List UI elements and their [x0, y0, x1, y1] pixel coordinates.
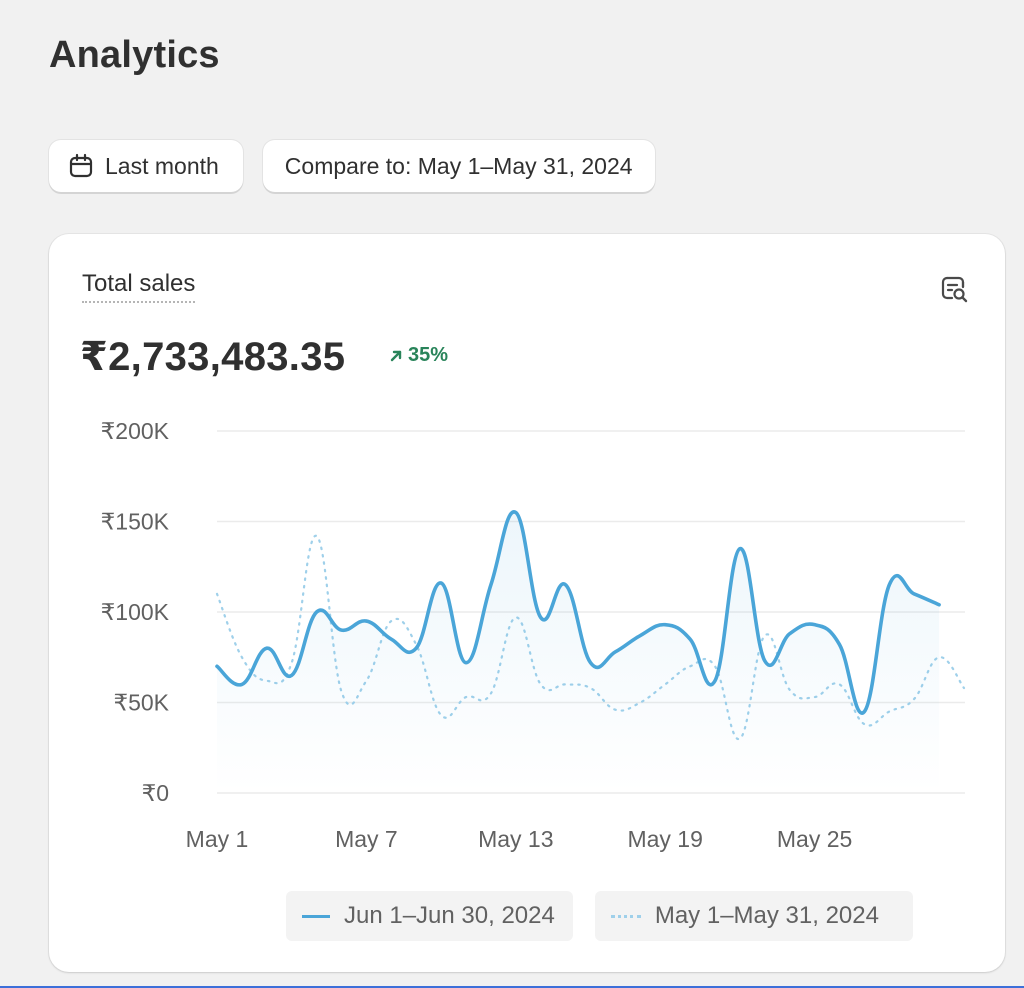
series-area-current: [217, 511, 940, 793]
total-sales-chart: ₹0 ₹50K ₹100K ₹150K ₹200K May 1 May 7 May 13 Ma…: [101, 418, 966, 852]
page-title: Analytics: [49, 34, 220, 76]
y-tick-label: ₹200K: [101, 418, 170, 444]
legend-item-comparison[interactable]: May 1–May 31, 2024: [594, 891, 913, 941]
y-tick-label: ₹0: [142, 780, 169, 806]
metric-value: ₹2,733,483.35: [80, 335, 346, 379]
legend-swatch-solid: [302, 914, 330, 918]
window-bottom-edge: [0, 986, 1024, 988]
chart-legend: Jun 1–Jun 30, 2024 May 1–May 31, 2024: [286, 891, 913, 941]
compare-to-label: Compare to: May 1–May 31, 2024: [284, 152, 633, 179]
y-tick-label: ₹50K: [113, 690, 169, 716]
y-tick-label: ₹100K: [101, 599, 170, 625]
legend-label-comparison: May 1–May 31, 2024: [654, 902, 879, 929]
filter-bar: Last month Compare to: May 1–May 31, 202…: [49, 140, 655, 192]
metric-title[interactable]: Total sales: [82, 270, 196, 303]
total-sales-card: Total sales ₹2,733,483.35 35% ₹0 ₹50K ₹100…: [49, 234, 1005, 972]
date-range-button[interactable]: Last month: [49, 140, 243, 192]
legend-label-current: Jun 1–Jun 30, 2024: [344, 902, 555, 929]
x-tick-label: May 7: [335, 826, 398, 852]
series-line-current[interactable]: [215, 510, 941, 715]
legend-item-current[interactable]: Jun 1–Jun 30, 2024: [286, 891, 573, 941]
x-tick-label: May 19: [627, 826, 702, 852]
arrow-up-right-icon: [390, 350, 402, 361]
explore-data-icon[interactable]: [939, 274, 969, 304]
metric-change-value: 35%: [408, 344, 449, 366]
calendar-icon: [69, 153, 93, 178]
metric-change-badge: 35%: [388, 344, 448, 367]
date-range-label: Last month: [105, 152, 219, 179]
y-tick-label: ₹150K: [101, 509, 170, 535]
x-tick-label: May 1: [186, 826, 249, 852]
x-tick-label: May 13: [478, 826, 553, 852]
legend-swatch-dotted: [610, 914, 641, 918]
compare-to-button[interactable]: Compare to: May 1–May 31, 2024: [262, 140, 655, 192]
x-tick-label: May 25: [777, 826, 852, 852]
